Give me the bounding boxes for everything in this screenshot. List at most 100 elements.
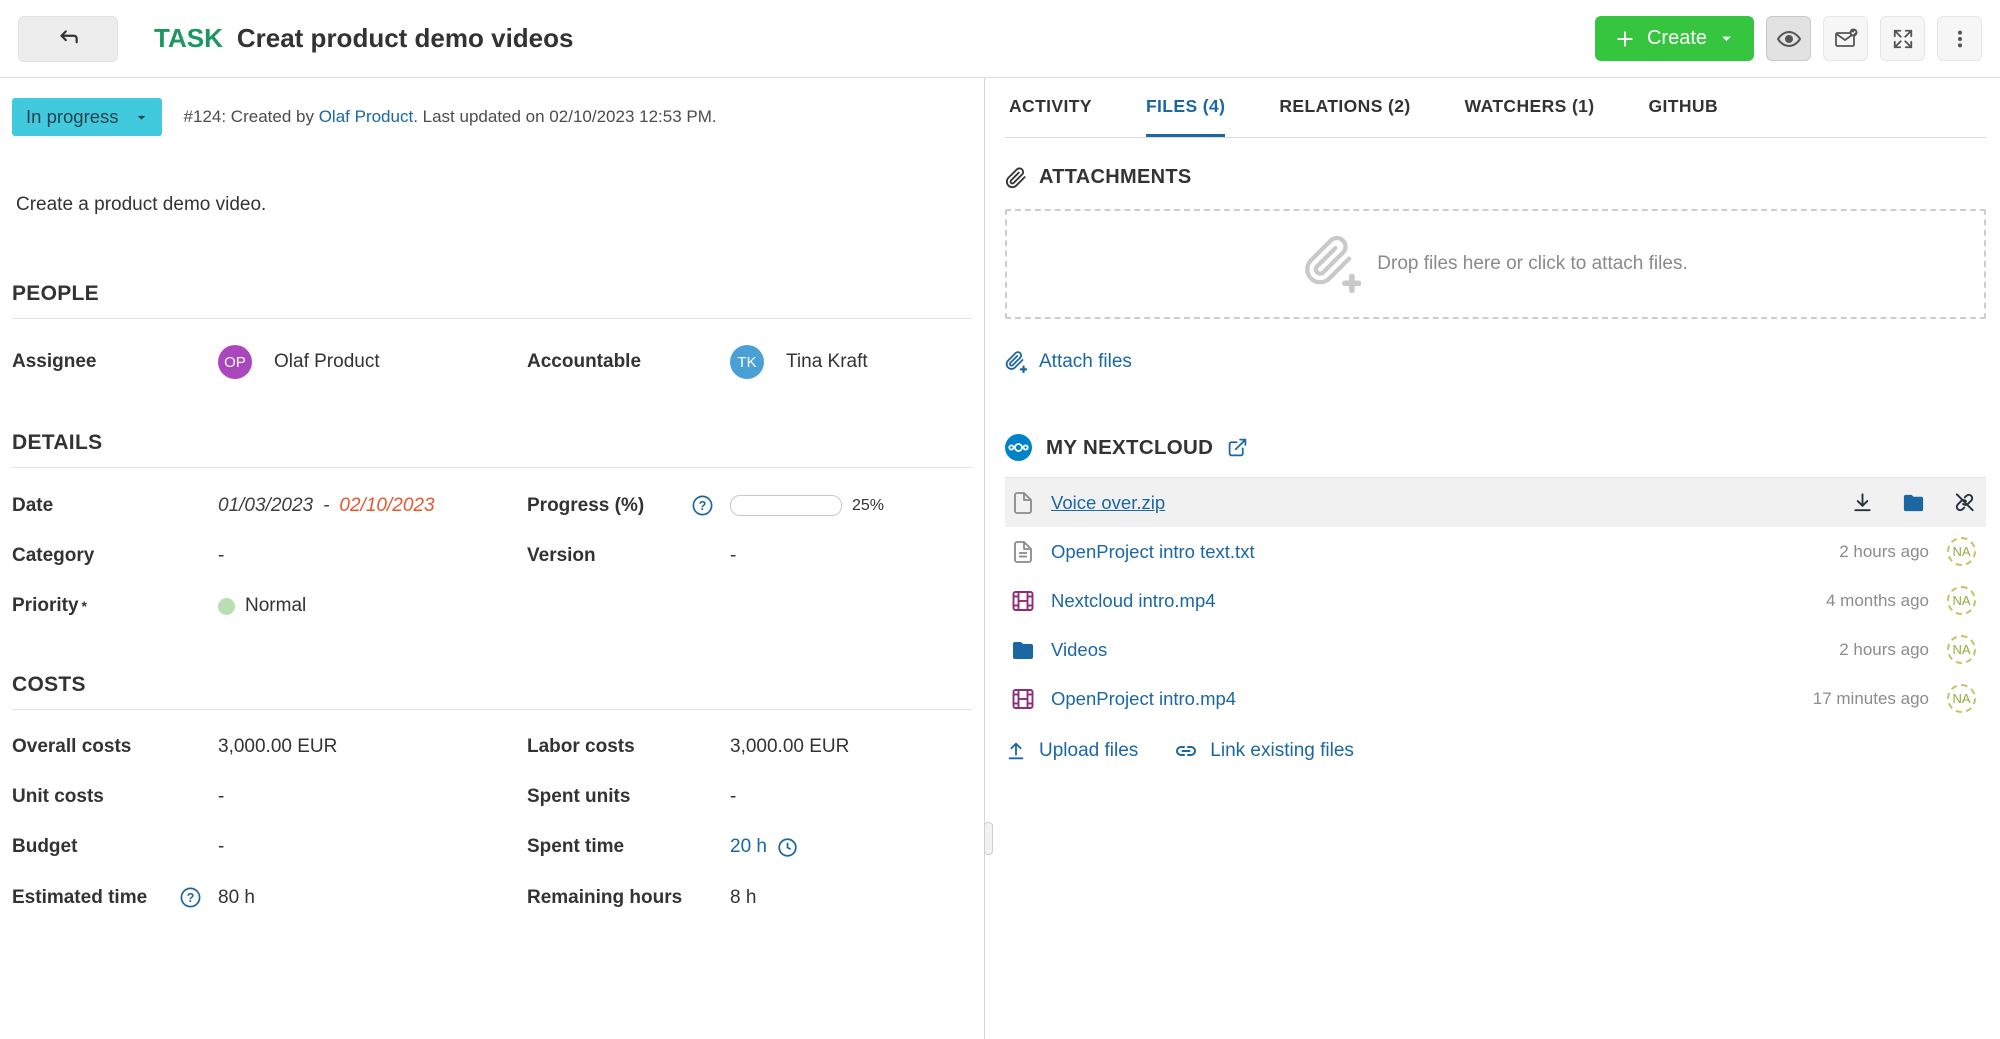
file-link[interactable]: Nextcloud intro.mp4 [1051, 589, 1216, 611]
file-row[interactable]: Voice over.zip [1005, 478, 1986, 527]
video-file-icon [1011, 687, 1035, 711]
priority-label: Priority * [12, 595, 87, 616]
accountable-value[interactable]: TK Tina Kraft [730, 345, 972, 379]
file-timestamp: 17 minutes ago [1812, 688, 1929, 708]
paperclip-icon [1005, 166, 1027, 189]
watch-button[interactable] [1766, 16, 1811, 61]
details-heading: DETAILS [12, 431, 103, 454]
eye-icon [1776, 27, 1801, 51]
attachments-heading: ATTACHMENTS [1005, 166, 1986, 189]
accountable-name: Tina Kraft [786, 351, 868, 372]
external-link-icon[interactable] [1227, 437, 1248, 458]
file-row-actions [1851, 491, 1976, 514]
kebab-icon [1949, 28, 1971, 50]
remaining-hours-value[interactable]: 8 h [730, 886, 757, 908]
file-row[interactable]: Videos 2 hours ago NA [1005, 625, 1986, 674]
file-row[interactable]: OpenProject intro text.txt 2 hours ago N… [1005, 527, 1986, 576]
date-separator: - [323, 494, 330, 516]
clock-icon[interactable] [777, 837, 798, 858]
people-heading: PEOPLE [12, 282, 99, 305]
estimated-time-label: Estimated time ? [12, 886, 218, 909]
category-label: Category [12, 545, 95, 566]
file-icon [1011, 491, 1035, 515]
overall-costs-value[interactable]: 3,000.00 EUR [218, 736, 338, 757]
notification-settings-button[interactable] [1823, 16, 1868, 61]
tab-activity[interactable]: ACTIVITY [1009, 95, 1092, 116]
description-text[interactable]: Create a product demo video. [16, 194, 267, 215]
spent-time-link[interactable]: 20 h [730, 836, 767, 857]
not-allowed-avatar: NA [1947, 635, 1976, 664]
status-row: In progress #124: Created by Olaf Produc… [12, 98, 972, 136]
file-row[interactable]: Nextcloud intro.mp4 4 months ago NA [1005, 576, 1986, 625]
unlink-icon[interactable] [1953, 491, 1976, 514]
fullscreen-button[interactable] [1880, 16, 1925, 61]
spent-time-value[interactable]: 20 h [730, 836, 972, 858]
help-icon[interactable]: ? [179, 886, 202, 909]
tab-github[interactable]: GITHUB [1648, 95, 1719, 116]
priority-dot-icon [218, 597, 235, 615]
help-icon[interactable]: ? [691, 494, 714, 517]
create-button[interactable]: Create [1594, 16, 1754, 61]
header-actions: Create [1594, 16, 1982, 61]
date-end: 02/10/2023 [339, 494, 435, 516]
assignee-value[interactable]: OP Olaf Product [218, 345, 527, 379]
page-title[interactable]: Creat product demo videos [236, 23, 574, 53]
paperclip-plus-icon [1303, 235, 1362, 293]
attach-files-button[interactable]: Attach files [1005, 351, 1132, 373]
remaining-hours-label: Remaining hours [527, 886, 683, 908]
progress-value[interactable]: 25% [730, 495, 972, 516]
budget-label: Budget [12, 836, 78, 857]
date-value[interactable]: 01/03/2023 - 02/10/2023 [218, 495, 527, 517]
progress-label: Progress (%) ? [527, 494, 730, 517]
file-link[interactable]: OpenProject intro.mp4 [1051, 687, 1237, 709]
dropzone-text: Drop files here or click to attach files… [1377, 253, 1688, 274]
tab-relations[interactable]: RELATIONS (2) [1279, 95, 1411, 116]
work-package-view: In progress #124: Created by Olaf Produc… [0, 78, 2000, 1039]
estimated-time-value[interactable]: 80 h [218, 886, 255, 908]
spent-units-label: Spent units [527, 786, 631, 807]
tab-watchers[interactable]: WATCHERS (1) [1464, 95, 1595, 116]
costs-heading: COSTS [12, 673, 86, 696]
file-link[interactable]: Voice over.zip [1051, 491, 1166, 513]
version-value[interactable]: - [730, 545, 737, 566]
upload-icon [1005, 740, 1027, 762]
link-existing-files-button[interactable]: Link existing files [1174, 739, 1354, 763]
assignee-label: Assignee [12, 351, 97, 372]
date-start: 01/03/2023 [218, 494, 314, 516]
avatar: OP [218, 345, 252, 379]
upload-files-button[interactable]: Upload files [1005, 740, 1138, 762]
nextcloud-logo-icon [1005, 434, 1032, 461]
work-package-type: TASK [154, 23, 223, 53]
category-value[interactable]: - [218, 545, 225, 566]
avatar: TK [730, 345, 764, 379]
priority-value[interactable]: Normal [218, 595, 527, 617]
unit-costs-value[interactable]: - [218, 786, 225, 807]
video-file-icon [1011, 589, 1035, 613]
back-button[interactable] [18, 15, 118, 62]
file-row[interactable]: OpenProject intro.mp4 17 minutes ago NA [1005, 674, 1986, 723]
file-dropzone[interactable]: Drop files here or click to attach files… [1005, 209, 1986, 319]
plus-icon [1615, 29, 1635, 49]
divider [1005, 477, 1986, 478]
chevron-down-icon [135, 111, 148, 124]
file-timestamp: 2 hours ago [1839, 639, 1929, 659]
file-timestamp: 4 months ago [1825, 590, 1929, 610]
download-icon[interactable] [1851, 491, 1874, 514]
labor-costs-value[interactable]: 3,000.00 EUR [730, 736, 850, 757]
status-dropdown[interactable]: In progress [12, 98, 162, 136]
spent-units-value[interactable]: - [730, 786, 737, 807]
folder-link[interactable]: Videos [1051, 638, 1108, 660]
top-toolbar: TASK Creat product demo videos Create [0, 0, 2000, 78]
open-folder-icon[interactable] [1902, 491, 1925, 514]
file-link[interactable]: OpenProject intro text.txt [1051, 540, 1255, 562]
work-package-meta: #124: Created by Olaf Product. Last upda… [184, 107, 717, 127]
scrollbar-thumb[interactable] [984, 822, 993, 855]
divider [12, 467, 972, 468]
more-menu-button[interactable] [1937, 16, 1982, 61]
author-link[interactable]: Olaf Product [318, 107, 414, 126]
tab-files[interactable]: FILES (4) [1145, 78, 1226, 137]
text-file-icon [1011, 540, 1035, 564]
required-star: * [81, 598, 87, 614]
budget-value[interactable]: - [218, 836, 225, 857]
status-label: In progress [26, 106, 119, 127]
